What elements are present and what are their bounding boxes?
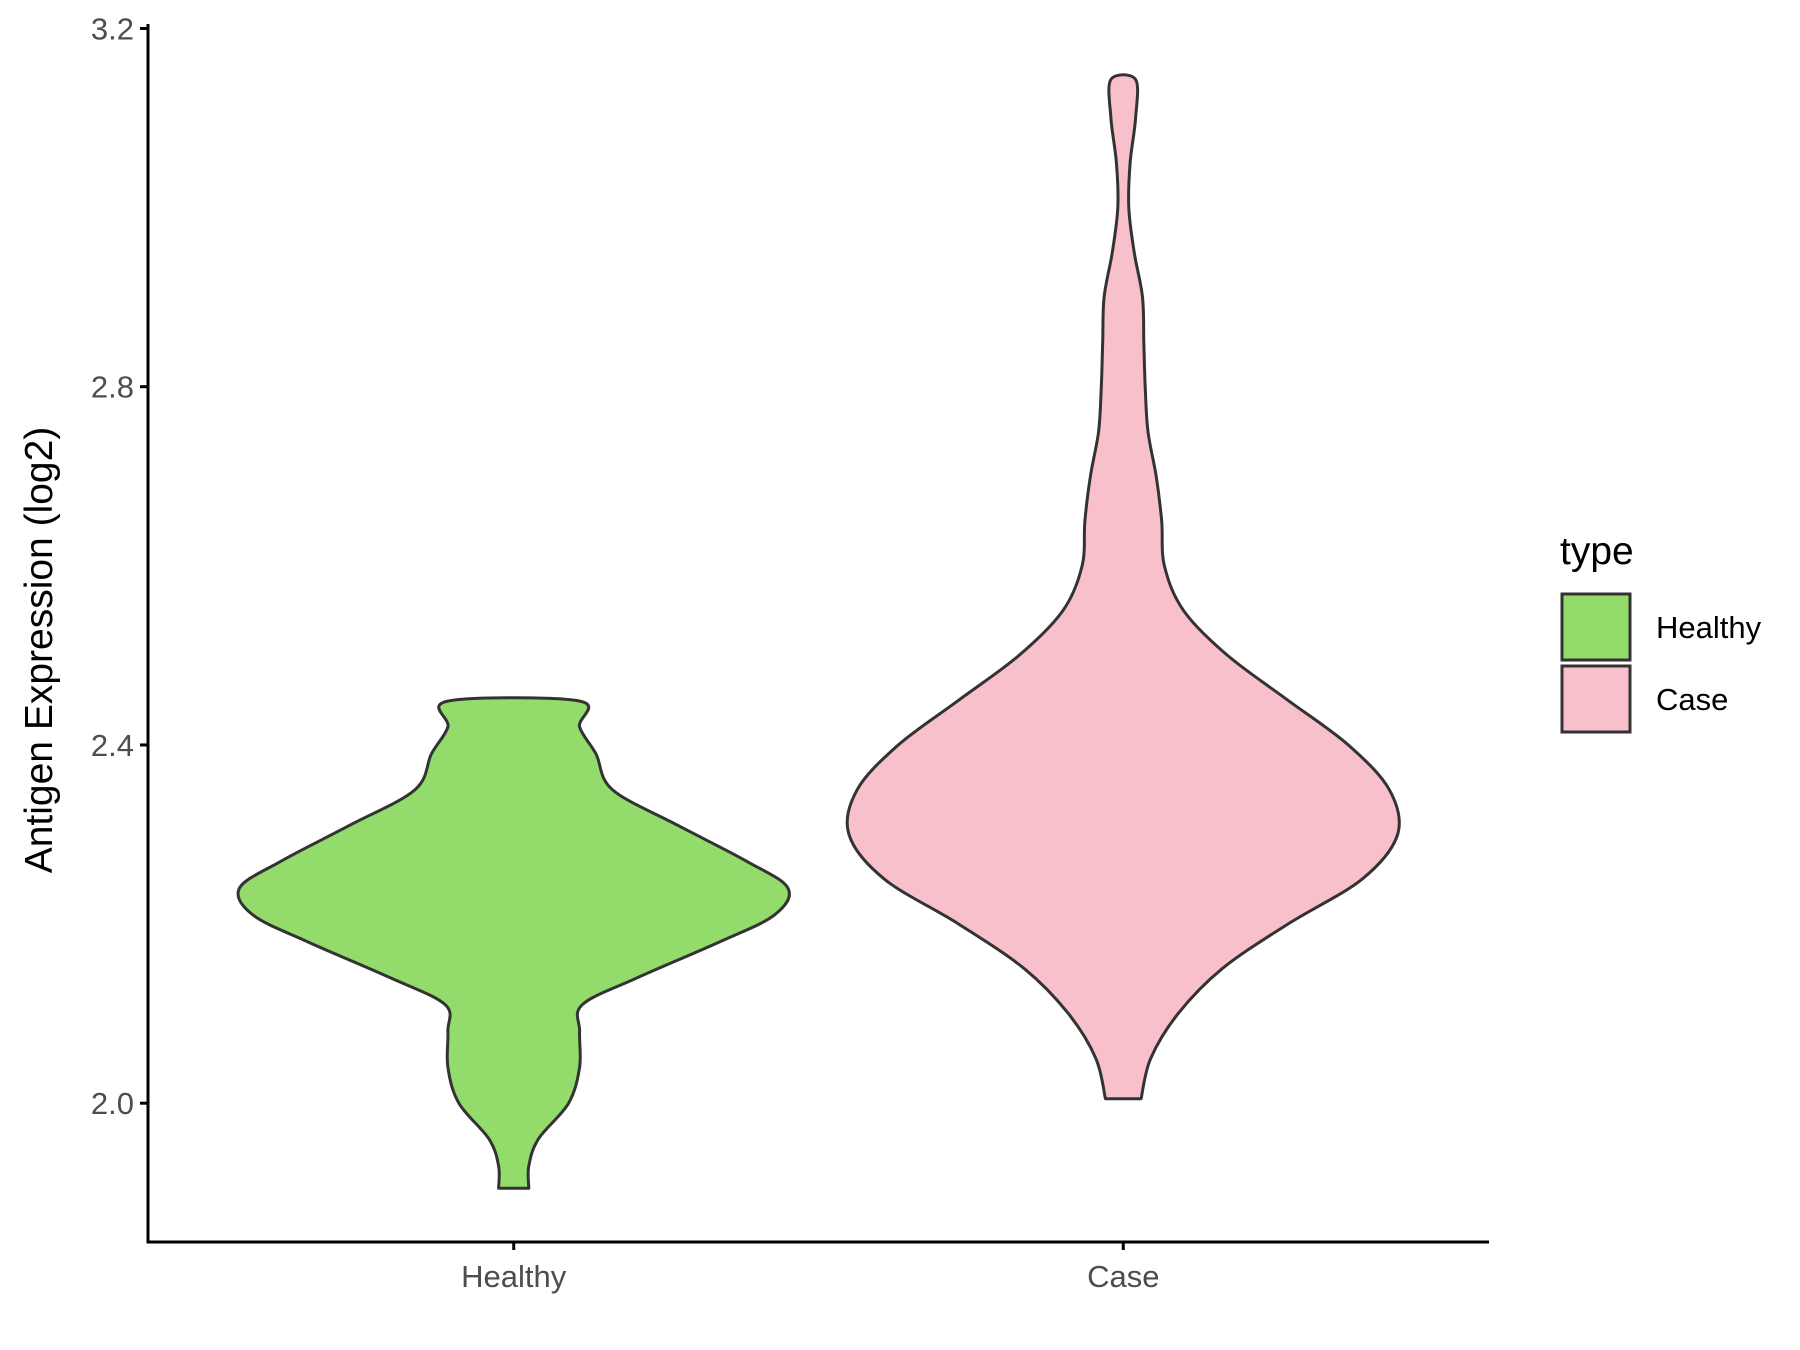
axes-layer xyxy=(146,24,1489,1244)
legend-key-case xyxy=(1560,664,1632,734)
y-axis-title: Antigen Expression (log2) xyxy=(18,427,61,874)
y-ticks: 2.0 2.4 2.8 3.2 xyxy=(91,11,148,1121)
legend-key-healthy xyxy=(1560,592,1632,662)
x-tick-label: Healthy xyxy=(461,1259,567,1294)
x-ticks: Healthy Case xyxy=(461,1242,1159,1294)
y-tick-label: 2.0 xyxy=(91,1086,134,1121)
legend-entries: Healthy Case xyxy=(1560,592,1762,734)
y-tick-label: 3.2 xyxy=(91,11,134,46)
y-tick-label: 2.4 xyxy=(91,728,134,763)
violin-healthy xyxy=(236,696,791,1190)
violins-layer xyxy=(236,73,1401,1190)
violin-case xyxy=(845,73,1401,1101)
legend: type Healthy Case xyxy=(1560,530,1762,734)
x-tick-label: Case xyxy=(1087,1259,1159,1294)
legend-label-healthy: Healthy xyxy=(1656,610,1762,645)
legend-label-case: Case xyxy=(1656,682,1728,717)
legend-title: type xyxy=(1560,530,1634,573)
y-tick-label: 2.8 xyxy=(91,370,134,405)
